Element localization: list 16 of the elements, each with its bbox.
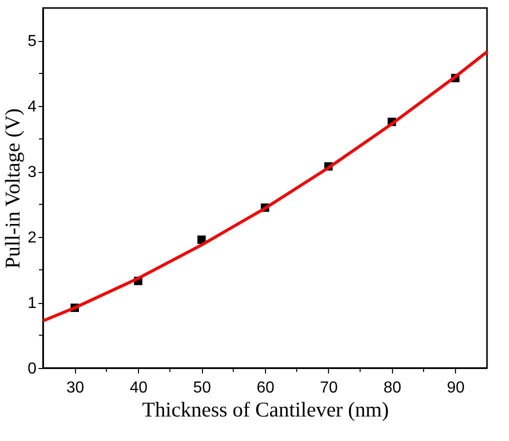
x-axis-title: Thickness of Cantilever (nm)	[142, 398, 389, 422]
y-tick-label: 1	[28, 295, 37, 312]
x-tick-label: 30	[66, 380, 84, 396]
y-tick-label: 4	[28, 98, 37, 116]
x-tick-label: 50	[193, 380, 212, 396]
x-tick-label: 90	[446, 380, 465, 396]
y-tick-label: 2	[28, 230, 37, 247]
y-tick-label: 3	[28, 164, 37, 182]
y-tick-label: 5	[28, 33, 37, 50]
x-tick-label: 60	[256, 380, 274, 396]
y-tick-label: 0	[28, 360, 37, 378]
y-axis-title: Pull-in Voltage (V)	[0, 108, 25, 269]
x-tick-label: 70	[320, 380, 338, 396]
line-series	[42, 50, 488, 322]
x-tick-label: 40	[130, 380, 148, 396]
x-tick-label: 80	[383, 380, 402, 396]
